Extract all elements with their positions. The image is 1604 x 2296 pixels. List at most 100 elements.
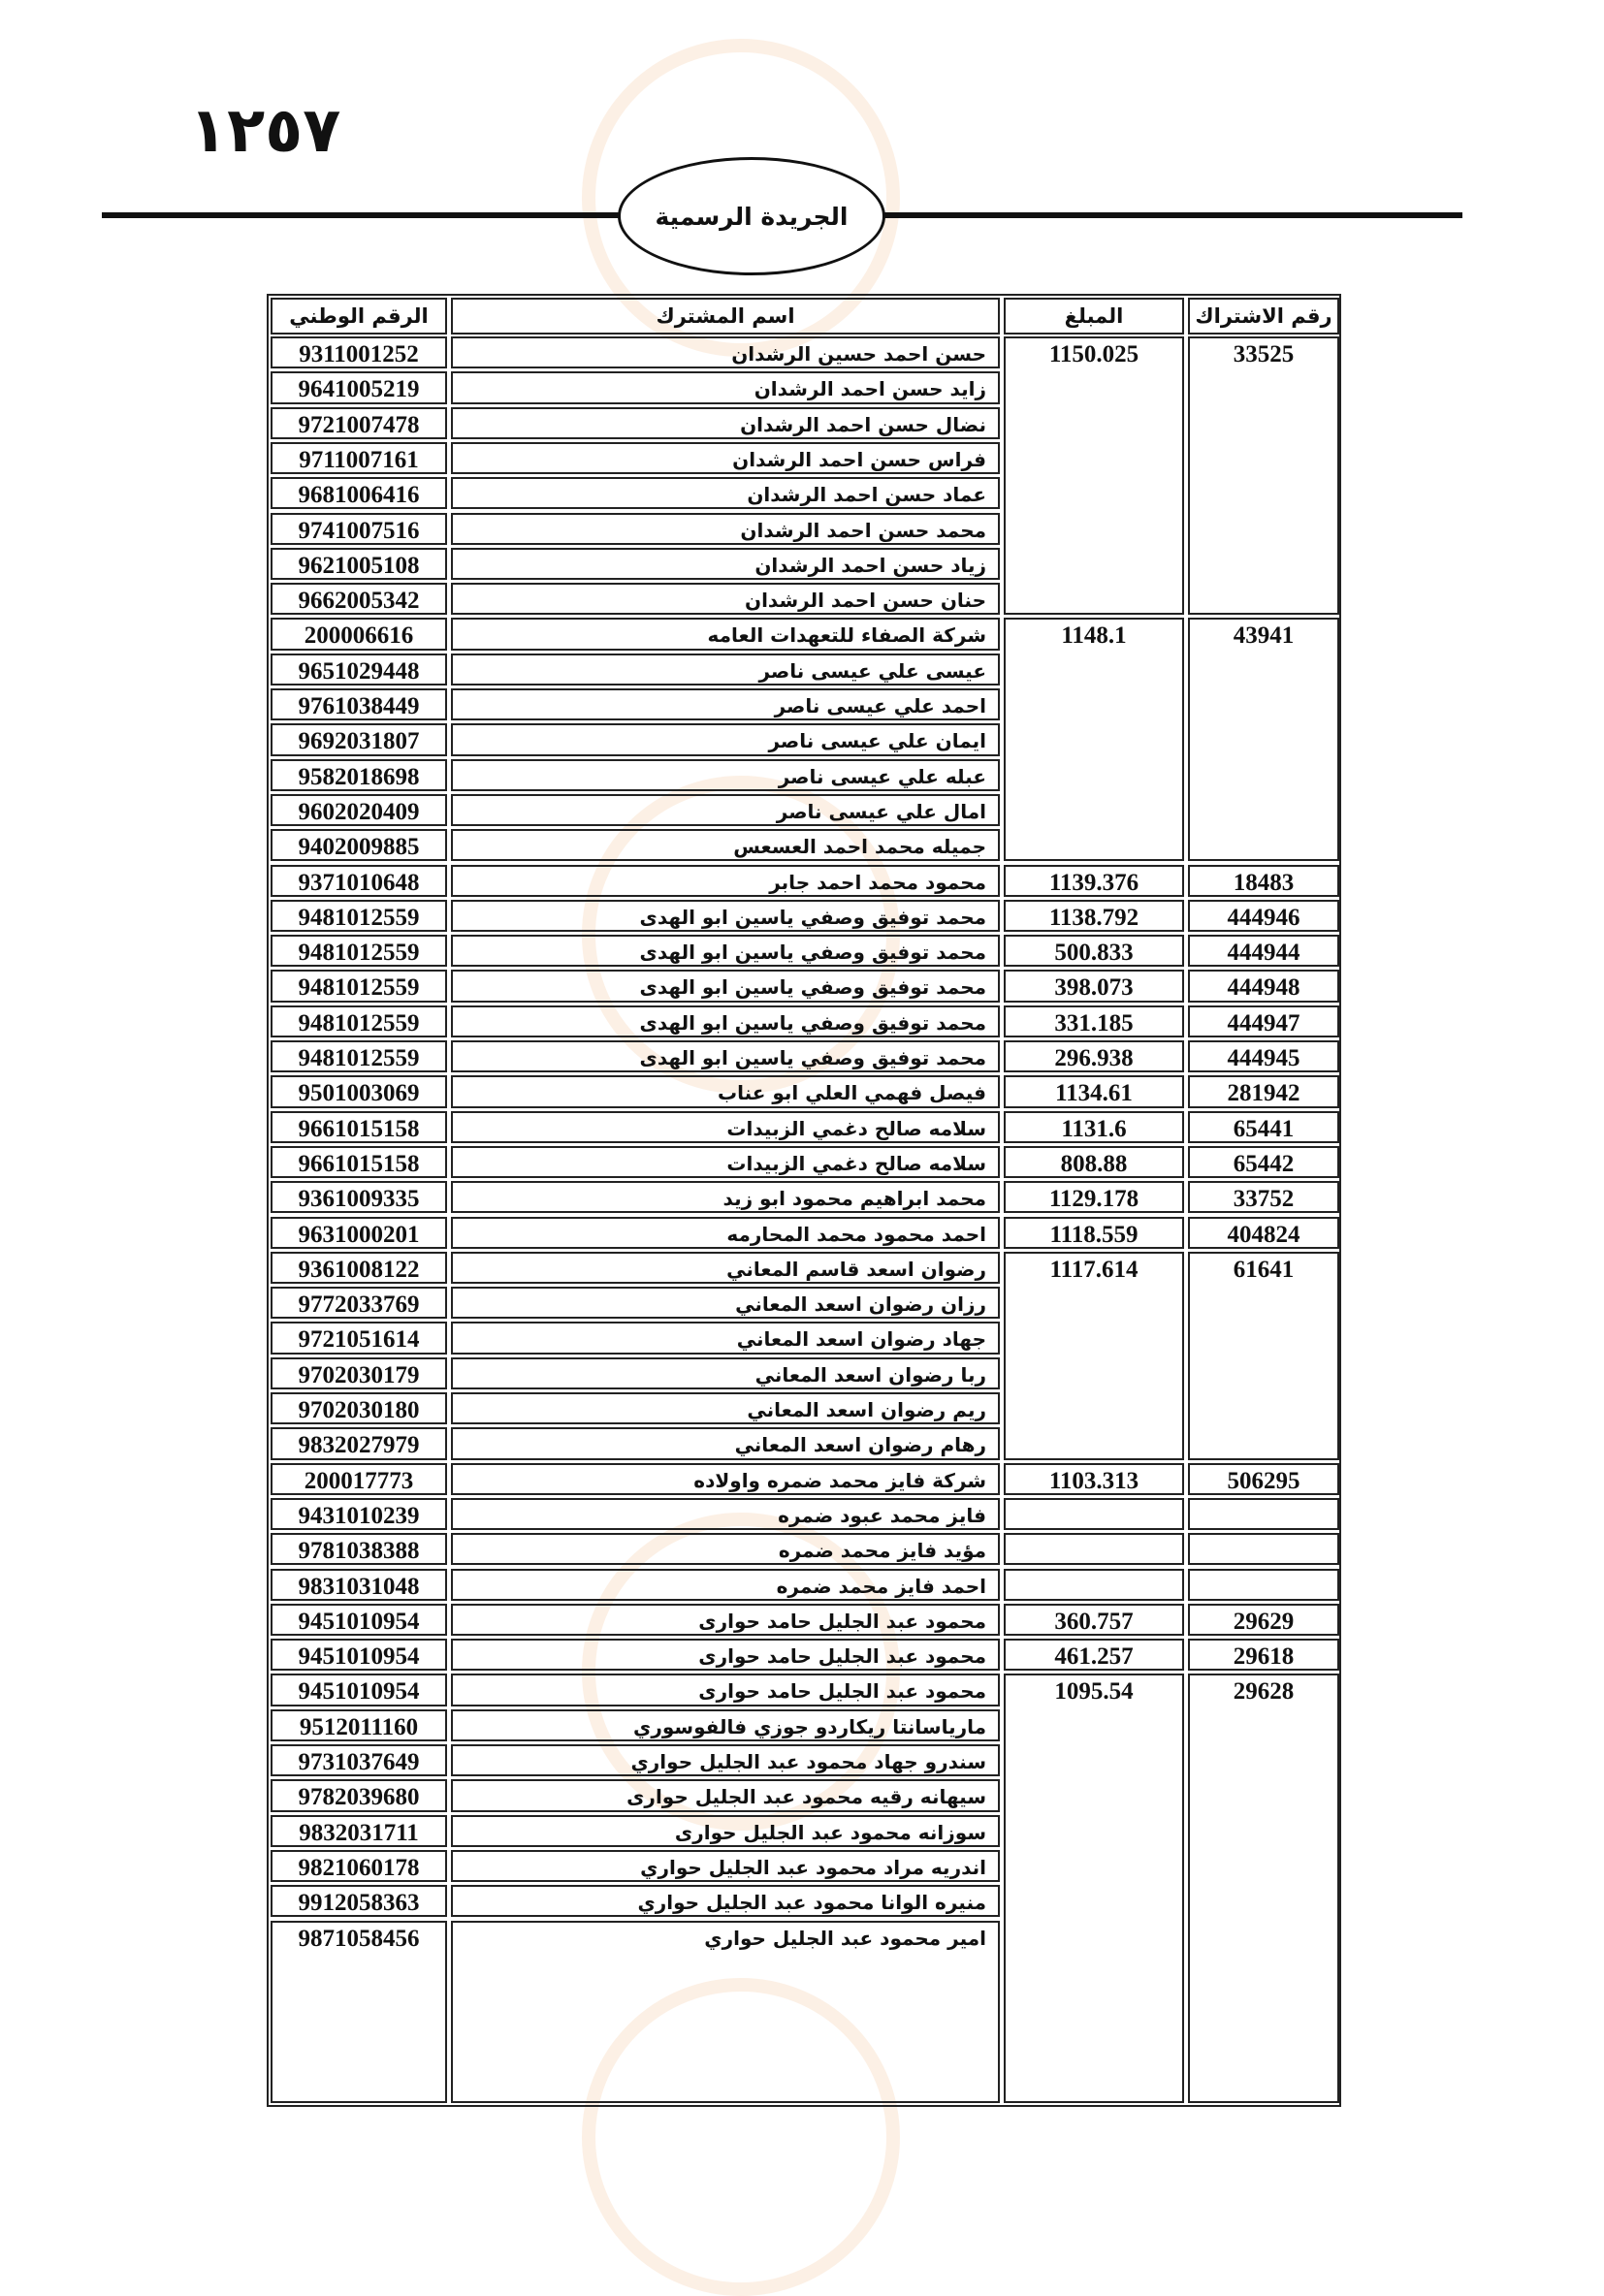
subscription-number-cell: 65441: [1188, 1110, 1339, 1143]
national-id-cell: 9681006416: [271, 477, 447, 510]
subscriber-name-cell: حنان حسن احمد الرشدان: [451, 583, 1000, 616]
amount-cell: 808.88: [1004, 1145, 1184, 1179]
subscriber-name-cell: رهام رضوان اسعد المعاني: [451, 1427, 1000, 1460]
national-id-cell: 9631000201: [271, 1216, 447, 1249]
amount-cell: 1139.376: [1004, 864, 1184, 897]
subscriber-name-cell: محمود عبد الجليل حامد حوارى: [451, 1674, 1000, 1706]
national-id-cell: 9481012559: [271, 899, 447, 933]
national-id-cell: 9621005108: [271, 547, 447, 581]
subscription-number-cell: 444946: [1188, 899, 1339, 933]
header-amount: المبلغ: [1004, 298, 1184, 335]
header-oval: الجريدة الرسمية: [618, 157, 885, 275]
subscription-number-cell: [1188, 1568, 1339, 1601]
national-id-cell: 9451010954: [271, 1674, 447, 1706]
subscriber-name-cell: اندريه مراد محمود عبد الجليل حواري: [451, 1849, 1000, 1883]
amount-cell: 1118.559: [1004, 1216, 1184, 1249]
header-name: اسم المشترك: [451, 298, 1000, 335]
national-id-cell: 9871058456: [271, 1920, 447, 2103]
national-id-cell: 9782039680: [271, 1779, 447, 1812]
subscriber-name-cell: عيسى علي عيسى ناصر: [451, 653, 1000, 686]
amount-cell: 296.938: [1004, 1040, 1184, 1073]
subscriber-name-cell: جهاد رضوان اسعد المعاني: [451, 1322, 1000, 1355]
subscriber-name-cell: ريم رضوان اسعد المعاني: [451, 1392, 1000, 1425]
national-id-cell: 9402009885: [271, 829, 447, 862]
national-id-cell: 9731037649: [271, 1744, 447, 1777]
subscriber-name-cell: ربا رضوان اسعد المعاني: [451, 1356, 1000, 1389]
page-number: ١٢٥٧: [189, 95, 341, 167]
subscriber-name-cell: شركة الصفاء للتعهدات العامه: [451, 618, 1000, 651]
subscriber-name-cell: محمد حسن احمد الرشدان: [451, 512, 1000, 545]
subscriber-name-cell: سندرو جهاد محمود عبد الجليل حواري: [451, 1744, 1000, 1777]
subscriber-name-cell: عماد حسن احمد الرشدان: [451, 477, 1000, 510]
amount-cell: 1134.61: [1004, 1075, 1184, 1108]
subscriber-name-cell: محمد توفيق وصفي ياسين ابو الهدى: [451, 1004, 1000, 1037]
amount-cell: 360.757: [1004, 1603, 1184, 1637]
subscription-number-cell: 444945: [1188, 1040, 1339, 1073]
amount-cell: 1103.313: [1004, 1462, 1184, 1495]
amount-cell: 331.185: [1004, 1004, 1184, 1037]
amount-cell: 1131.6: [1004, 1110, 1184, 1143]
subscriber-name-cell: رضوان اسعد قاسم المعاني: [451, 1251, 1000, 1285]
subscriber-name-cell: محمود محمد احمد جابر: [451, 864, 1000, 897]
national-id-cell: 9481012559: [271, 935, 447, 968]
subscription-number-cell: 444948: [1188, 970, 1339, 1003]
subscriber-name-cell: فايز محمد عبود ضمره: [451, 1497, 1000, 1531]
subscriber-name-cell: شركة فايز محمد ضمره واولاده: [451, 1462, 1000, 1495]
subscription-number-cell: 33752: [1188, 1181, 1339, 1214]
subscription-number-cell: 506295: [1188, 1462, 1339, 1495]
amount-cell: [1004, 1497, 1184, 1531]
amount-cell: [1004, 1568, 1184, 1601]
national-id-cell: 9481012559: [271, 970, 447, 1003]
national-id-cell: 9661015158: [271, 1145, 447, 1179]
subscription-number-cell: 29628: [1188, 1674, 1339, 2103]
subscriber-name-cell: محمود عبد الجليل حامد حوارى: [451, 1639, 1000, 1672]
national-id-cell: 9761038449: [271, 688, 447, 721]
national-id-cell: 9702030180: [271, 1392, 447, 1425]
national-id-cell: 9481012559: [271, 1004, 447, 1037]
amount-cell: 1117.614: [1004, 1251, 1184, 1460]
subscription-number-cell: 404824: [1188, 1216, 1339, 1249]
subscriber-name-cell: محمد توفيق وصفي ياسين ابو الهدى: [451, 935, 1000, 968]
national-id-cell: 9832031711: [271, 1814, 447, 1847]
national-id-cell: 9451010954: [271, 1639, 447, 1672]
subscriber-name-cell: محمد ابراهيم محمود ابو زيد: [451, 1181, 1000, 1214]
subscriber-name-cell: امير محمود عبد الجليل حواري: [451, 1920, 1000, 2103]
subscription-number-cell: 61641: [1188, 1251, 1339, 1460]
subscription-number-cell: 29618: [1188, 1639, 1339, 1672]
national-id-cell: 9821060178: [271, 1849, 447, 1883]
national-id-cell: 9832027979: [271, 1427, 447, 1460]
subscriber-name-cell: مارياسانتا ريكاردو جوزي فالفوسوري: [451, 1708, 1000, 1741]
subscription-number-cell: 65442: [1188, 1145, 1339, 1179]
national-id-cell: 9512011160: [271, 1708, 447, 1741]
header-subscription: رقم الاشتراك: [1188, 298, 1339, 335]
national-id-cell: 9781038388: [271, 1533, 447, 1566]
subscriber-name-cell: منيره الوانا محمود عبد الجليل حواري: [451, 1885, 1000, 1918]
national-id-cell: 9582018698: [271, 758, 447, 791]
national-id-cell: 9361009335: [271, 1181, 447, 1214]
subscription-number-cell: 33525: [1188, 336, 1339, 616]
national-id-cell: 9651029448: [271, 653, 447, 686]
national-id-cell: 9641005219: [271, 371, 447, 404]
national-id-cell: 9361008122: [271, 1251, 447, 1285]
national-id-cell: 9431010239: [271, 1497, 447, 1531]
subscriber-name-cell: عبله علي عيسى ناصر: [451, 758, 1000, 791]
amount-cell: 500.833: [1004, 935, 1184, 968]
amount-cell: 1148.1: [1004, 618, 1184, 862]
national-id-cell: 9741007516: [271, 512, 447, 545]
amount-cell: 1150.025: [1004, 336, 1184, 616]
national-id-cell: 9481012559: [271, 1040, 447, 1073]
subscriber-name-cell: احمد فايز محمد ضمره: [451, 1568, 1000, 1601]
subscriber-name-cell: مؤيد فايز محمد ضمره: [451, 1533, 1000, 1566]
subscriber-name-cell: ايمان علي عيسى ناصر: [451, 723, 1000, 756]
subscriber-name-cell: سوزانه محمود عبد الجليل حوارى: [451, 1814, 1000, 1847]
subscriber-name-cell: حسن احمد حسين الرشدان: [451, 336, 1000, 369]
national-id-cell: 9451010954: [271, 1603, 447, 1637]
subscription-number-cell: 43941: [1188, 618, 1339, 862]
subscriber-name-cell: محمود عبد الجليل حامد حوارى: [451, 1603, 1000, 1637]
subscription-number-cell: 444947: [1188, 1004, 1339, 1037]
subscribers-table: الرقم الوطني اسم المشترك المبلغ رقم الاش…: [267, 294, 1341, 2107]
subscription-number-cell: 444944: [1188, 935, 1339, 968]
subscriber-name-cell: زايد حسن احمد الرشدان: [451, 371, 1000, 404]
national-id-cell: 200006616: [271, 618, 447, 651]
subscriber-name-cell: زياد حسن احمد الرشدان: [451, 547, 1000, 581]
